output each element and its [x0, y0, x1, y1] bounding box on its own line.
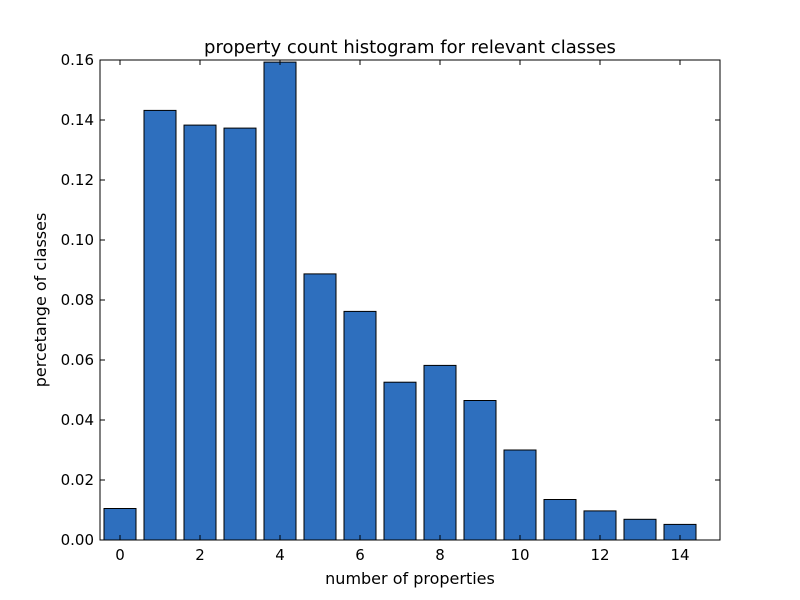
y-tick-label-3: 0.06 — [61, 351, 94, 369]
bar-0 — [103, 508, 137, 541]
bar-4 — [263, 61, 297, 541]
bars-group — [103, 61, 697, 541]
x-tick-label-4: 4 — [275, 546, 285, 564]
bar-11 — [543, 499, 577, 541]
x-tick-label-0: 0 — [115, 546, 125, 564]
x-tick-label-2: 2 — [195, 546, 205, 564]
bar-7 — [383, 381, 417, 541]
x-axis-label: number of properties — [325, 569, 495, 588]
bar-10 — [503, 449, 537, 541]
ticks-group: 0 2 4 6 8 10 12 14 0.00 0.02 0.04 0.06 0.08 0.10 0.12 0… — [61, 51, 720, 564]
plot-frame — [99, 59, 721, 541]
bar-9 — [463, 400, 497, 541]
y-tick-label-7: 0.14 — [61, 111, 94, 129]
y-tick-label-0: 0.00 — [61, 531, 94, 549]
bar-8 — [423, 364, 457, 541]
y-tick-label-8: 0.16 — [61, 51, 94, 69]
bar-2 — [183, 124, 217, 541]
bar-3 — [223, 127, 257, 541]
y-tick-label-1: 0.02 — [61, 471, 94, 489]
bar-13 — [623, 518, 657, 541]
bar-5 — [303, 273, 337, 541]
x-tick-label-12: 12 — [590, 546, 609, 564]
x-tick-label-10: 10 — [510, 546, 529, 564]
x-tick-label-8: 8 — [435, 546, 445, 564]
y-tick-label-4: 0.08 — [61, 291, 94, 309]
x-tick-label-6: 6 — [355, 546, 365, 564]
y-axis-label: percetange of classes — [31, 213, 50, 388]
bar-6 — [343, 310, 377, 541]
x-tick-label-14: 14 — [670, 546, 689, 564]
y-tick-label-6: 0.12 — [61, 171, 94, 189]
bar-1 — [143, 109, 177, 541]
y-tick-label-2: 0.04 — [61, 411, 94, 429]
y-tick-label-5: 0.10 — [61, 231, 94, 249]
chart-title: property count histogram for relevant cl… — [204, 37, 616, 58]
